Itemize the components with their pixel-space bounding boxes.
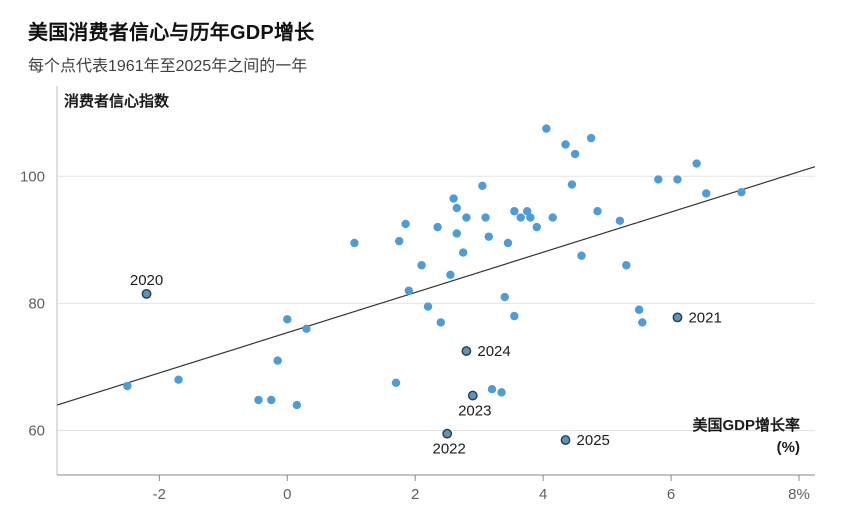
data-point	[174, 375, 183, 384]
labeled-data-point	[141, 288, 152, 299]
labeled-data-point	[560, 435, 571, 445]
data-point	[654, 175, 663, 184]
point-year-label: 2024	[477, 343, 510, 360]
data-point	[692, 159, 701, 168]
data-point	[478, 181, 487, 191]
data-point	[503, 238, 513, 248]
data-point	[423, 302, 433, 311]
data-point	[577, 251, 586, 260]
data-point	[702, 189, 711, 198]
data-point	[254, 395, 263, 405]
x-tick-label: -2	[153, 486, 166, 503]
point-year-label: 2025	[577, 432, 610, 449]
data-point	[673, 175, 682, 184]
chart-title: 美国消费者信心与历年GDP增长	[28, 22, 315, 44]
data-point	[404, 286, 414, 295]
data-point	[487, 384, 497, 394]
data-point	[561, 140, 570, 149]
y-tick-label: 80	[28, 295, 45, 312]
data-point	[350, 238, 359, 248]
x-tick-label: 4	[539, 486, 547, 503]
scatter-plot-svg: 60 80 100 -2 0 2 4 6 8% 2020 2021 2022 2023 2024 2025 消…	[20, 86, 816, 503]
x-axis-title: 美国GDP增长率	[692, 416, 800, 434]
data-point	[542, 124, 551, 133]
data-point	[123, 381, 132, 391]
data-point	[449, 194, 458, 203]
x-tick-label: 8%	[788, 486, 810, 503]
y-tick-label: 100	[20, 168, 45, 185]
data-point	[548, 213, 557, 222]
data-point	[615, 216, 625, 225]
data-point	[417, 261, 426, 270]
data-point	[267, 395, 276, 405]
x-tick-label: 6	[667, 486, 675, 503]
data-point	[452, 203, 461, 213]
data-point	[446, 270, 455, 279]
labeled-data-point	[442, 428, 453, 439]
data-point	[283, 315, 292, 324]
x-tick-label: 2	[411, 486, 419, 503]
chart-subtitle: 每个点代表1961年至2025年之间的一年	[28, 58, 308, 75]
x-tick-label: 0	[283, 486, 291, 503]
data-point	[436, 318, 445, 327]
labeled-data-point	[461, 346, 472, 356]
trend-line	[56, 166, 816, 406]
data-point	[462, 213, 471, 222]
data-point	[401, 219, 410, 229]
data-point	[567, 180, 577, 189]
point-year-label: 2021	[688, 309, 721, 326]
data-point	[532, 222, 541, 232]
data-point	[510, 207, 519, 216]
data-point	[634, 305, 644, 314]
data-point	[586, 133, 596, 143]
data-point	[497, 388, 506, 397]
point-year-label: 2020	[130, 272, 163, 289]
data-point	[452, 229, 461, 238]
y-axis-title: 消费者信心指数	[64, 92, 170, 110]
data-point	[737, 187, 746, 197]
point-year-label: 2022	[433, 441, 466, 458]
x-axis-title: (%)	[777, 439, 800, 456]
data-point	[510, 311, 519, 321]
data-point	[391, 378, 401, 388]
data-point	[395, 236, 404, 246]
data-point	[570, 149, 580, 159]
data-point	[481, 213, 490, 222]
labeled-data-point	[672, 312, 683, 323]
data-point	[458, 248, 468, 257]
scatter-plot-area: 60 80 100 -2 0 2 4 6 8% 2020 2021 2022 2023 2024 2025 消…	[0, 76, 850, 515]
data-point	[522, 207, 532, 216]
data-point	[500, 292, 509, 302]
data-point	[516, 213, 525, 222]
data-point	[593, 207, 602, 216]
data-point	[433, 222, 442, 232]
data-point	[622, 261, 631, 270]
data-point	[526, 213, 535, 222]
chart-header: 美国消费者信心与历年GDP增长 每个点代表1961年至2025年之间的一年	[0, 0, 850, 76]
data-point	[302, 324, 311, 334]
data-point	[273, 356, 282, 365]
y-tick-label: 60	[28, 423, 45, 440]
labeled-data-point	[467, 390, 478, 401]
point-year-label: 2023	[458, 403, 491, 420]
data-point	[292, 400, 302, 410]
data-point	[638, 318, 647, 327]
data-point	[484, 232, 493, 241]
